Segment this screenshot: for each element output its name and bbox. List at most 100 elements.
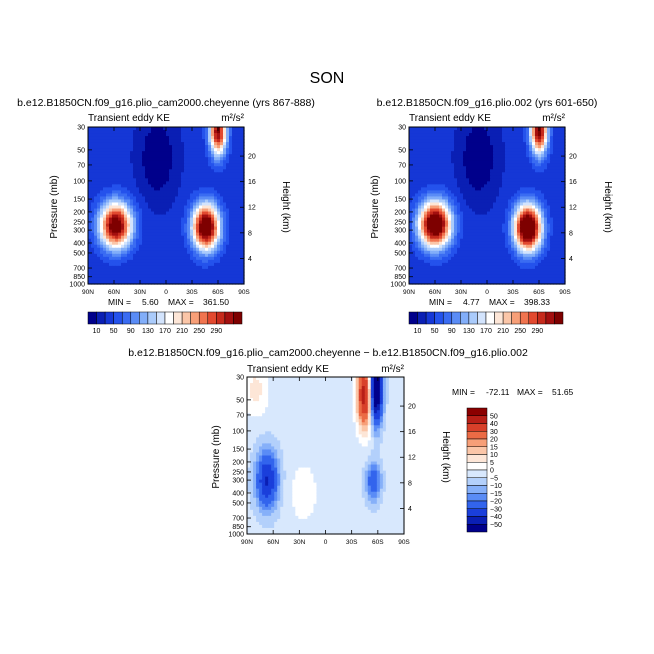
heatmap-cell	[112, 148, 116, 152]
heatmap-cell	[448, 157, 452, 161]
heatmap-cell	[181, 259, 185, 264]
heatmap-cell	[442, 175, 446, 179]
heatmap-cell	[115, 169, 119, 173]
heatmap-cell	[100, 223, 104, 228]
heatmap-cell	[223, 211, 227, 216]
heatmap-cell	[100, 196, 104, 201]
heatmap-cell	[436, 193, 440, 198]
heatmap-cell	[190, 142, 194, 146]
heatmap-cell	[130, 226, 134, 231]
heatmap-cell	[433, 169, 437, 173]
heatmap-cell	[190, 193, 194, 198]
heatmap-cell	[496, 229, 500, 234]
heatmap-cell	[220, 172, 224, 176]
heatmap-cell	[112, 142, 116, 146]
heatmap-cell	[493, 220, 497, 225]
heatmap-cell	[505, 130, 509, 134]
heatmap-cell	[559, 148, 563, 152]
heatmap-cell	[223, 277, 227, 282]
heatmap-cell	[460, 235, 464, 240]
heatmap-cell	[418, 205, 422, 210]
heatmap-cell	[211, 247, 215, 252]
heatmap-cell	[541, 232, 545, 237]
heatmap-cell	[88, 232, 92, 237]
heatmap-cell	[184, 202, 188, 207]
heatmap-cell	[184, 163, 188, 167]
heatmap-cell	[481, 127, 485, 131]
heatmap-cell	[136, 280, 140, 285]
heatmap-cell	[151, 169, 155, 173]
heatmap-cell	[106, 271, 110, 276]
heatmap-cell	[184, 196, 188, 201]
heatmap-cell	[142, 157, 146, 161]
heatmap-cell	[148, 238, 152, 243]
heatmap-cell	[532, 196, 536, 201]
heatmap-cell	[499, 223, 503, 228]
heatmap-cell	[145, 193, 149, 198]
heatmap-cell	[190, 130, 194, 134]
heatmap-cell	[532, 202, 536, 207]
heatmap-cell	[106, 190, 110, 195]
heatmap-cell	[412, 160, 416, 164]
heatmap-cell	[97, 196, 101, 201]
heatmap-cell	[469, 166, 473, 170]
heatmap-cell	[118, 130, 122, 134]
heatmap-cell	[130, 145, 134, 149]
heatmap-cell	[547, 244, 551, 249]
heatmap-cell	[133, 133, 137, 137]
heatmap-cell	[493, 232, 497, 237]
heatmap-cell	[106, 193, 110, 198]
heatmap-cell	[157, 265, 161, 270]
heatmap-cell	[460, 142, 464, 146]
heatmap-cell	[490, 208, 494, 213]
heatmap-cell	[493, 181, 497, 185]
heatmap-cell	[88, 184, 92, 188]
heatmap-cell	[163, 142, 167, 146]
heatmap-cell	[190, 265, 194, 270]
heatmap-cell	[214, 226, 218, 231]
heatmap-cell	[544, 148, 548, 152]
heatmap-cell	[493, 148, 497, 152]
heatmap-cell	[541, 196, 545, 201]
heatmap-cell	[166, 253, 170, 258]
heatmap-cell	[199, 205, 203, 210]
heatmap-cell	[184, 280, 188, 285]
heatmap-cell	[556, 145, 560, 149]
heatmap-cell	[196, 253, 200, 258]
heatmap-cell	[235, 151, 239, 155]
heatmap-cell	[109, 238, 113, 243]
heatmap-cell	[220, 133, 224, 137]
heatmap-cell	[517, 229, 521, 234]
heatmap-cell	[97, 280, 101, 285]
heatmap-cell	[532, 205, 536, 210]
heatmap-cell	[481, 196, 485, 201]
colorbar-box	[198, 311, 209, 325]
heatmap-cell	[169, 223, 173, 228]
heatmap-cell	[241, 220, 245, 225]
heatmap-cell	[187, 142, 191, 146]
heatmap-cell	[205, 133, 209, 137]
heatmap-cell	[460, 217, 464, 222]
heatmap-cell	[106, 172, 110, 176]
heatmap-cell	[532, 145, 536, 149]
heatmap-cell	[532, 136, 536, 140]
heatmap-cell	[94, 157, 98, 161]
heatmap-cell	[208, 280, 212, 285]
heatmap-cell	[487, 205, 491, 210]
heatmap-cell	[127, 145, 131, 149]
heatmap-cell	[505, 148, 509, 152]
heatmap-cell	[454, 136, 458, 140]
heatmap-cell	[175, 235, 179, 240]
heatmap-cell	[481, 187, 485, 191]
heatmap-cell	[535, 142, 539, 146]
heatmap-cell	[142, 211, 146, 216]
heatmap-cell	[196, 163, 200, 167]
heatmap-cell	[556, 202, 560, 207]
heatmap-cell	[481, 139, 485, 143]
heatmap-cell	[475, 139, 479, 143]
heatmap-cell	[439, 214, 443, 219]
heatmap-cell	[445, 166, 449, 170]
heatmap-cell	[157, 253, 161, 258]
x-tick-label: 60S	[212, 289, 224, 296]
heatmap-cell	[241, 166, 245, 170]
